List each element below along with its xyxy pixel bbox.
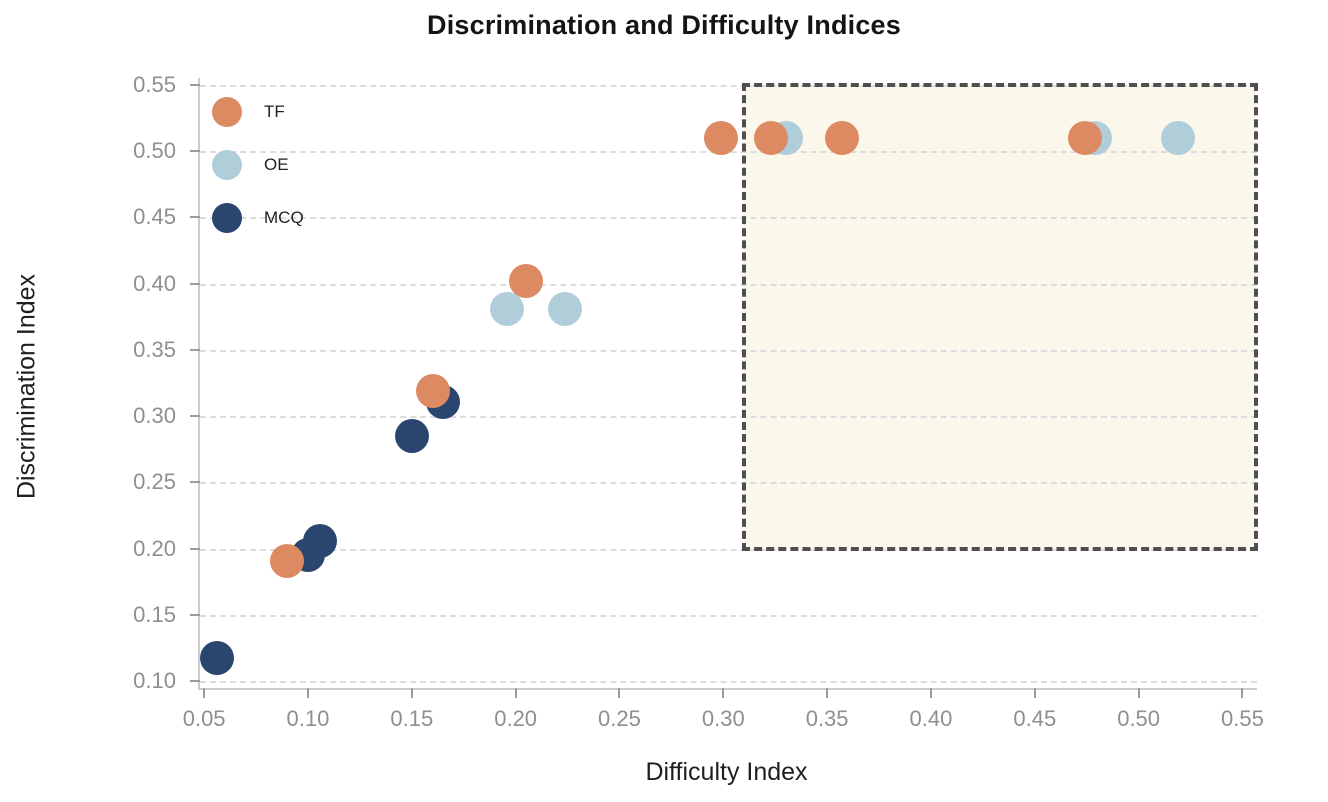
legend-label: MCQ — [264, 208, 304, 227]
y-axis-label: Discrimination Index — [12, 273, 41, 500]
legend-label: OE — [264, 155, 289, 174]
y-tick-label: 0.30 — [133, 403, 176, 429]
y-tick-label: 0.35 — [133, 336, 176, 362]
x-tick-label: 0.35 — [805, 706, 849, 731]
y-axis-tick — [190, 614, 200, 617]
x-axis-tick — [1137, 688, 1140, 698]
y-tick-label: 0.10 — [133, 668, 176, 694]
legend-swatch-oe-icon — [212, 150, 242, 180]
gridline — [200, 217, 1257, 220]
data-point-mcq — [199, 640, 234, 675]
y-axis-tick — [190, 83, 200, 86]
x-tick-label: 0.30 — [701, 706, 745, 731]
x-axis-tick — [1241, 688, 1244, 698]
y-axis-tick — [190, 348, 200, 351]
gridline — [200, 416, 1257, 419]
x-axis-tick — [514, 688, 517, 698]
y-tick-label: 0.20 — [133, 535, 176, 561]
data-point-oe — [1161, 120, 1196, 155]
legend-label: TF — [264, 102, 285, 121]
legend: TF OE MCQ — [212, 92, 304, 251]
y-tick-label: 0.50 — [133, 137, 176, 163]
y-axis-tick — [190, 282, 200, 285]
x-tick-label: 0.25 — [598, 706, 641, 731]
y-axis-tick — [190, 481, 200, 484]
legend-item-tf: TF — [212, 92, 304, 132]
y-tick-label: 0.40 — [133, 270, 176, 296]
data-point-mcq — [303, 523, 338, 558]
x-axis-tick — [826, 688, 829, 698]
gridline — [200, 349, 1257, 352]
x-tick-label: 0.15 — [390, 706, 434, 731]
x-tick-label: 0.20 — [494, 706, 538, 731]
x-axis-tick — [410, 688, 413, 698]
x-tick-label: 0.45 — [1013, 706, 1057, 731]
x-tick-label: 0.05 — [182, 706, 226, 731]
x-tick-label: 0.10 — [286, 706, 330, 731]
x-axis-tick — [722, 688, 725, 698]
data-point-tf — [704, 120, 739, 155]
x-tick-label: 0.40 — [909, 706, 953, 731]
gridline — [200, 283, 1257, 286]
y-tick-label: 0.15 — [133, 602, 176, 628]
data-point-tf — [509, 263, 544, 298]
legend-swatch-mcq-icon — [212, 203, 242, 233]
chart-title: Discrimination and Difficulty Indices — [427, 10, 901, 40]
x-tick-label: 0.55 — [1221, 706, 1264, 731]
legend-item-mcq: MCQ — [212, 198, 304, 238]
data-point-oe — [490, 291, 525, 326]
x-axis-tick — [306, 688, 309, 698]
x-axis-tick — [1033, 688, 1036, 698]
gridline — [200, 84, 1257, 87]
data-point-tf — [754, 120, 789, 155]
y-axis-tick — [190, 415, 200, 418]
x-axis-tick — [618, 688, 621, 698]
x-axis-tick — [929, 688, 932, 698]
x-axis-tick — [203, 688, 206, 698]
highlight-region-border — [742, 82, 1258, 551]
y-axis-tick — [190, 216, 200, 219]
data-point-mcq — [394, 419, 429, 454]
y-tick-label: 0.55 — [133, 71, 176, 97]
legend-swatch-tf-icon — [212, 97, 242, 127]
y-axis-tick — [190, 680, 200, 683]
x-tick-label: 0.50 — [1117, 706, 1161, 731]
gridline — [200, 482, 1257, 485]
legend-item-oe: OE — [212, 145, 304, 185]
data-point-tf — [270, 543, 305, 578]
plot-area: TF OE MCQ 0.05 0.10 0.15 0.20 0.25 0.30 0.35 0.40… — [133, 72, 1264, 731]
y-axis-tick — [190, 547, 200, 550]
gridline — [200, 615, 1257, 618]
data-point-tf — [1067, 120, 1102, 155]
gridline — [200, 548, 1257, 551]
y-axis-tick — [190, 149, 200, 152]
highlight-region-fill — [744, 84, 1256, 549]
x-axis-label: Difficulty Index — [645, 758, 808, 786]
data-point-oe — [548, 291, 583, 326]
y-tick-label: 0.25 — [133, 469, 176, 495]
gridline — [200, 681, 1257, 684]
y-tick-label: 0.45 — [133, 204, 176, 230]
data-point-tf — [824, 120, 859, 155]
data-point-tf — [415, 373, 450, 408]
